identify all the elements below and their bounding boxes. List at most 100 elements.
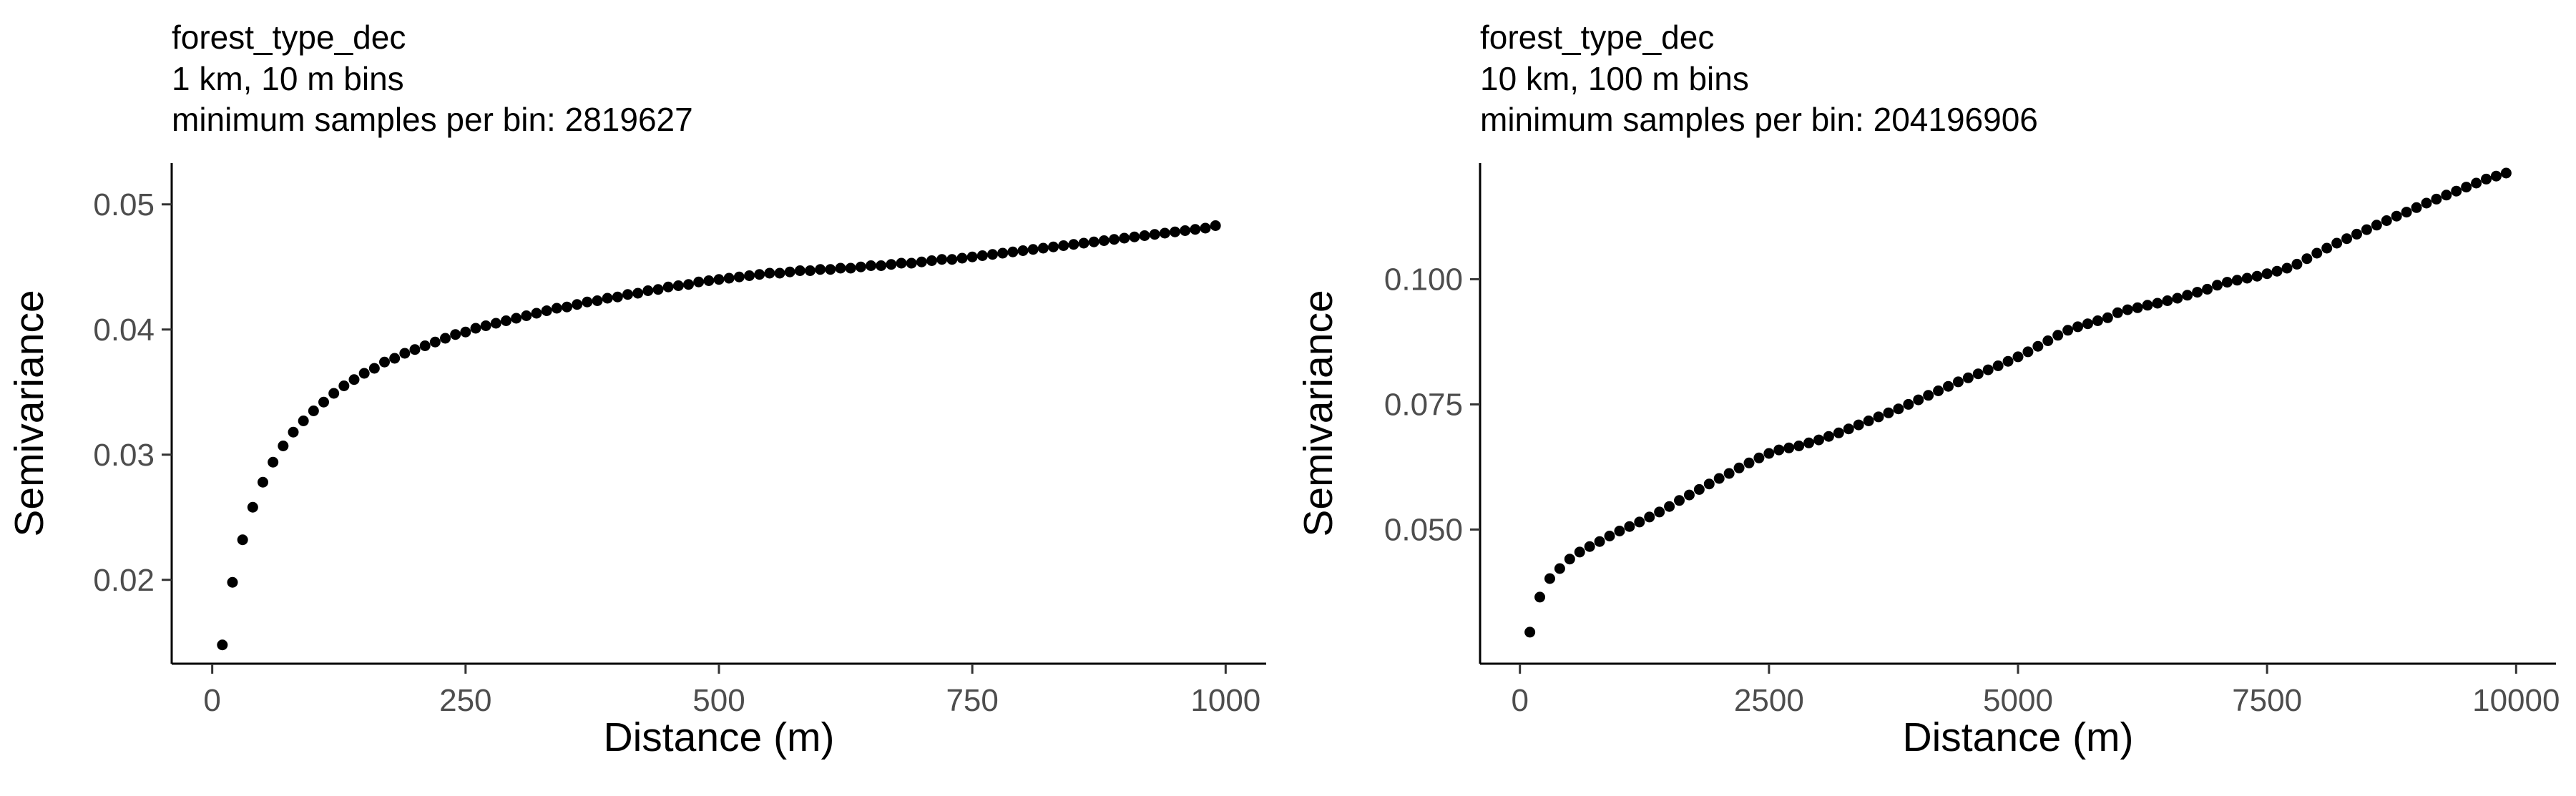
x-axis-title: Distance (m) xyxy=(1902,714,2133,760)
data-point xyxy=(825,264,836,275)
y-tick-label: 0.04 xyxy=(93,313,155,348)
data-point xyxy=(1624,521,1635,532)
data-point xyxy=(1683,489,1695,501)
data-point xyxy=(683,279,694,290)
data-point xyxy=(1190,224,1201,235)
data-points xyxy=(217,220,1221,651)
data-point xyxy=(521,310,532,321)
data-point xyxy=(1813,434,1824,446)
x-axis-title: Distance (m) xyxy=(603,714,834,760)
data-point xyxy=(1723,468,1735,479)
data-point xyxy=(1664,501,1675,512)
data-point xyxy=(1584,541,1595,552)
data-point xyxy=(946,254,958,265)
data-point xyxy=(450,329,461,340)
data-point xyxy=(470,323,481,334)
data-point xyxy=(1078,237,1089,249)
data-point xyxy=(2122,304,2133,315)
data-point xyxy=(2112,307,2123,318)
data-point xyxy=(1863,416,1874,426)
chart-subtitle-line: 10 km, 100 m bins xyxy=(1480,60,1749,97)
y-tick-label: 0.100 xyxy=(1384,262,1463,297)
data-point xyxy=(440,333,451,344)
data-point xyxy=(1674,495,1685,506)
data-point xyxy=(551,303,562,314)
data-point xyxy=(572,299,583,310)
chart-subtitle-line: 1 km, 10 m bins xyxy=(172,60,404,97)
data-point xyxy=(612,291,623,303)
y-tick-label: 0.02 xyxy=(93,563,155,598)
data-point xyxy=(794,265,805,276)
data-point xyxy=(1058,240,1069,251)
data-point xyxy=(1793,441,1805,451)
data-point xyxy=(247,501,258,513)
data-point xyxy=(1200,222,1211,234)
data-point xyxy=(592,295,603,306)
data-point xyxy=(480,320,491,331)
data-point xyxy=(2012,351,2024,363)
data-point xyxy=(419,340,431,351)
chart-panel-1: forest_type_dec 1 km, 10 m bins minimum sa… xyxy=(6,19,1266,760)
data-point xyxy=(2022,346,2034,358)
chart-subtitle-line: minimum samples per bin: 2819627 xyxy=(172,101,693,138)
data-point xyxy=(1210,220,1221,231)
data-point xyxy=(1564,554,1575,565)
data-point xyxy=(2371,220,2382,231)
data-point xyxy=(278,441,289,451)
data-point xyxy=(987,249,998,260)
data-point xyxy=(713,274,725,285)
data-point xyxy=(926,255,937,266)
data-point xyxy=(1149,229,1160,240)
x-tick-label: 0 xyxy=(1511,683,1528,718)
data-point xyxy=(1007,246,1019,257)
data-point xyxy=(1139,230,1150,241)
data-point xyxy=(845,262,856,274)
data-point xyxy=(2182,290,2193,301)
data-point xyxy=(348,374,360,385)
data-point xyxy=(1933,385,1944,396)
data-point xyxy=(2321,242,2333,254)
data-point xyxy=(886,259,897,270)
data-point xyxy=(531,308,542,319)
data-point xyxy=(1893,403,1904,415)
data-point xyxy=(1693,483,1705,495)
data-point xyxy=(1554,563,1565,574)
data-point xyxy=(460,326,471,338)
data-point xyxy=(1923,390,1934,401)
data-point xyxy=(784,266,795,277)
data-point xyxy=(1753,452,1765,463)
data-point xyxy=(2281,262,2293,274)
data-point xyxy=(1017,245,1029,256)
data-point xyxy=(733,271,745,282)
data-point xyxy=(1088,236,1100,247)
data-point xyxy=(936,254,948,265)
data-point xyxy=(2102,312,2113,323)
data-point xyxy=(632,288,644,299)
data-point xyxy=(1992,360,2004,371)
data-point xyxy=(2401,207,2412,218)
data-point xyxy=(774,267,785,279)
data-point xyxy=(308,406,319,416)
data-point xyxy=(562,301,572,313)
y-axis-title: Semivariance xyxy=(1296,290,1341,536)
chart-subtitle-line: minimum samples per bin: 204196906 xyxy=(1480,101,2038,138)
data-point xyxy=(2002,355,2014,367)
data-point xyxy=(358,368,370,379)
data-point xyxy=(379,356,390,368)
data-point xyxy=(703,275,715,286)
y-tick-label: 0.050 xyxy=(1384,512,1463,547)
data-point xyxy=(2142,300,2153,311)
data-point xyxy=(1943,380,1954,392)
data-point xyxy=(672,280,684,291)
data-point xyxy=(1109,234,1120,245)
data-point xyxy=(2291,258,2303,270)
data-point xyxy=(2082,318,2093,330)
data-point xyxy=(2251,270,2263,282)
data-point xyxy=(1952,376,1964,388)
data-point xyxy=(764,267,775,279)
data-point xyxy=(896,257,907,269)
data-point xyxy=(1843,423,1854,435)
data-point xyxy=(501,315,511,326)
